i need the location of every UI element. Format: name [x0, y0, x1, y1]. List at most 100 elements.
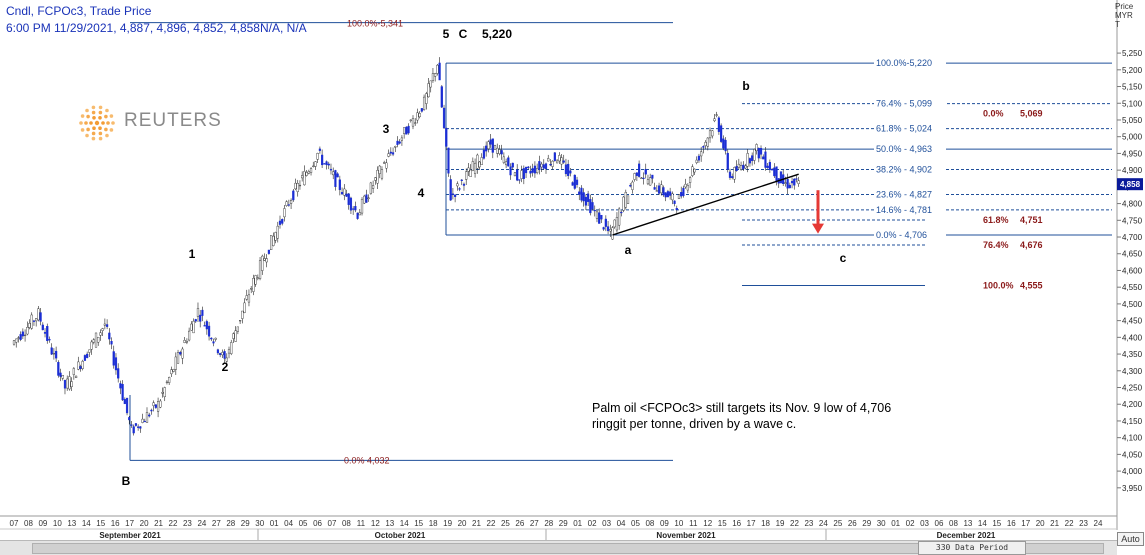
- candle-body: [744, 165, 747, 169]
- candle-body: [644, 168, 647, 175]
- day-tick-label: 14: [82, 519, 91, 528]
- price-tick-label: 4,800: [1122, 200, 1143, 209]
- candle-body: [243, 302, 246, 313]
- candle-body: [751, 155, 754, 161]
- candle-body: [285, 201, 288, 206]
- candle-body: [485, 145, 488, 152]
- candle-body: [258, 260, 262, 279]
- candle-body: [139, 426, 142, 429]
- candle-body: [358, 212, 361, 216]
- candle-body: [726, 152, 729, 170]
- candle-body: [367, 197, 370, 199]
- price-tick-label: 5,150: [1122, 83, 1143, 92]
- candle-body: [555, 160, 559, 164]
- day-tick-label: 21: [154, 519, 163, 528]
- candle-body: [773, 167, 776, 177]
- candle-body: [686, 185, 689, 191]
- current-price-label: 4,858: [1120, 180, 1141, 189]
- candle-body: [145, 412, 149, 423]
- candle-body: [117, 368, 120, 379]
- day-tick-label: 12: [371, 519, 380, 528]
- candle-body: [766, 165, 769, 169]
- candle-body: [70, 381, 73, 388]
- price-tick-label: 4,200: [1122, 400, 1143, 409]
- fib-label: 38.2% - 4,902: [876, 164, 932, 174]
- candle-body: [230, 342, 233, 354]
- logo-dot: [105, 133, 109, 138]
- candle-body: [309, 168, 313, 173]
- candle-body: [236, 326, 239, 332]
- candle-body: [17, 337, 20, 339]
- candle-body: [110, 340, 113, 345]
- candle-body: [768, 161, 771, 170]
- candle-body: [438, 62, 441, 81]
- candle-body: [436, 64, 439, 74]
- candle-body: [529, 170, 532, 174]
- candle-body: [720, 125, 723, 142]
- candle-body: [170, 369, 173, 375]
- price-tick-label: 4,450: [1122, 317, 1143, 326]
- candle-body: [418, 113, 421, 118]
- candle-body: [380, 169, 384, 179]
- candle-body: [119, 383, 122, 389]
- day-tick-label: 13: [963, 519, 972, 528]
- candle-body: [642, 177, 645, 179]
- candle-body: [403, 127, 406, 134]
- candle-body: [482, 149, 486, 159]
- candle-body: [487, 141, 490, 150]
- candle-body: [272, 235, 275, 246]
- candle-body: [181, 348, 184, 359]
- day-tick-label: 13: [67, 519, 76, 528]
- candle-body: [148, 414, 151, 417]
- candle-body: [622, 196, 625, 211]
- day-tick-label: 23: [1079, 519, 1088, 528]
- wave-label: 2: [222, 360, 229, 374]
- candle-body: [733, 167, 736, 180]
- day-tick-label: 24: [197, 519, 206, 528]
- candle-body: [94, 332, 98, 348]
- price-tick-label: 4,950: [1122, 149, 1143, 158]
- candle-body: [265, 258, 268, 263]
- candle-body: [188, 330, 191, 341]
- fib-label-bg: [874, 97, 946, 109]
- day-tick-label: 21: [1050, 519, 1059, 528]
- candle-body: [536, 168, 539, 173]
- candle-body: [759, 148, 763, 155]
- day-tick-label: 15: [96, 519, 105, 528]
- day-tick-label: 17: [1021, 519, 1030, 528]
- candle-body: [57, 362, 60, 376]
- day-tick-label: 09: [38, 519, 47, 528]
- candle-body: [649, 177, 652, 186]
- candle-body: [383, 162, 386, 164]
- projection-price: 4,555: [1020, 281, 1043, 291]
- candle-body: [327, 163, 330, 166]
- candle-body: [480, 157, 483, 165]
- candle-body: [613, 219, 616, 228]
- logo-dot: [92, 116, 96, 120]
- candle-body: [498, 149, 501, 154]
- price-tick-label: 5,050: [1122, 116, 1143, 125]
- day-tick-label: 16: [1007, 519, 1016, 528]
- candle-body: [547, 158, 550, 162]
- candle-body: [141, 418, 144, 423]
- price-tick-label: 4,300: [1122, 367, 1143, 376]
- auto-scale-button[interactable]: Auto: [1117, 532, 1144, 546]
- day-tick-label: 18: [429, 519, 438, 528]
- candle-body: [252, 278, 255, 292]
- candle-body: [219, 353, 222, 355]
- day-tick-label: 07: [10, 519, 19, 528]
- candle-body: [296, 183, 299, 192]
- day-tick-label: 11: [357, 519, 366, 528]
- candle-body: [684, 183, 687, 188]
- candle-body: [174, 356, 177, 370]
- candle-body: [500, 150, 503, 155]
- candle-body: [314, 161, 317, 167]
- candle-body: [21, 331, 24, 337]
- fib-label: 0.0% - 4,706: [876, 230, 927, 240]
- candle-body: [602, 227, 605, 230]
- candle-body: [214, 337, 217, 340]
- logo-dot: [92, 126, 96, 130]
- logo-dot: [86, 114, 90, 119]
- candle-body: [63, 380, 67, 389]
- candle-body: [609, 229, 612, 232]
